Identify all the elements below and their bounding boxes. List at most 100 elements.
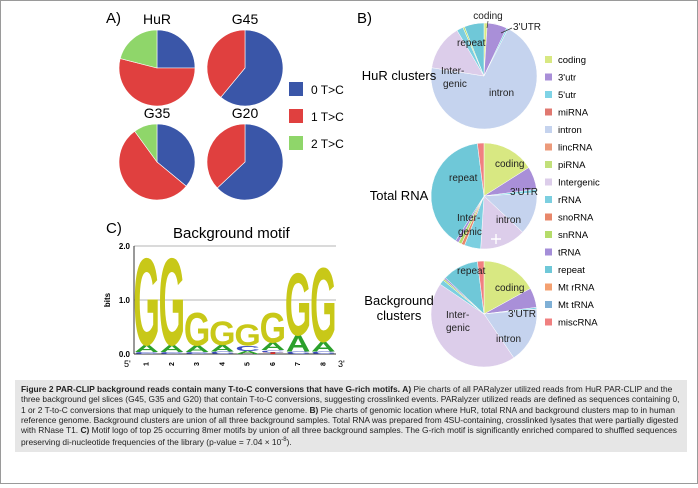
logo-letter-A: A: [160, 343, 185, 354]
position-label: 5: [245, 362, 252, 366]
slice-label: repeat: [457, 38, 486, 49]
legend-label: 1 T>C: [311, 110, 344, 124]
y-tick-label: 0.0: [119, 350, 131, 359]
logo-letter-A: A: [210, 344, 235, 354]
logo-letter-C: C: [311, 351, 336, 355]
legend-swatch: [545, 161, 552, 168]
legend-swatch: [545, 91, 552, 98]
legend-swatch: [545, 213, 552, 221]
caption-c-label: C): [80, 425, 90, 436]
three-prime-label: 3': [338, 359, 345, 369]
pie-slice-intron: [430, 28, 538, 130]
pie-slice-t1: [206, 29, 246, 98]
pie-slice-t1: [206, 123, 246, 189]
legend-label: intron: [558, 125, 582, 136]
pie-slice-t0: [156, 29, 196, 69]
slice-label: repeat: [457, 266, 486, 277]
leader-line: [500, 27, 513, 34]
motif-title: Background motif: [173, 225, 291, 242]
position-label: 6: [270, 362, 277, 366]
legend-label: snoRNA: [558, 213, 594, 224]
pie-slice-t0: [220, 29, 284, 107]
logo-letter-G: G: [285, 256, 311, 355]
legend-swatch: [289, 82, 303, 96]
legend-swatch: [545, 283, 552, 291]
legend-label: 3'utr: [558, 73, 576, 84]
legend-swatch: [545, 108, 552, 116]
tc-legend: 0 T>C 1 T>C 2 T>C: [289, 82, 344, 151]
caption-end: ).: [286, 437, 292, 448]
logo-letter-C: C: [286, 351, 311, 355]
pie-row-title: Total RNA: [370, 188, 429, 203]
caption-exponent: -8: [281, 437, 287, 444]
slice-label: coding: [473, 11, 502, 22]
logo-letter-C: C: [210, 351, 235, 355]
pie-row-title: clusters: [377, 308, 422, 323]
legend-label: lincRNA: [558, 143, 593, 154]
logo-letter-G: G: [159, 233, 185, 372]
position-label: 7: [295, 362, 302, 366]
slice-label: genic: [446, 323, 470, 334]
logo-letter-C: C: [235, 344, 260, 352]
leader-line: [486, 20, 489, 29]
pie-slice-repeat: [430, 143, 485, 242]
pie-slice-t2: [134, 123, 158, 163]
slice-label: genic: [458, 227, 482, 238]
caption-b-label: B): [309, 404, 319, 415]
legend-swatch: [289, 109, 303, 123]
panel-b-label: B): [357, 10, 372, 27]
caption-a-text: Pie charts of all PARalyzer utilized rea…: [21, 384, 680, 415]
slice-label: 3'UTR: [510, 187, 538, 198]
slice-label: coding: [495, 283, 524, 294]
logo-letter-G: G: [310, 246, 336, 365]
logo-letter-C: C: [185, 351, 210, 354]
legend-label: coding: [558, 55, 586, 66]
logo-letter-A: A: [261, 341, 286, 353]
logo-letter-T: T: [263, 352, 284, 355]
pie-slice-coding: [483, 142, 530, 197]
position-label: 2: [169, 362, 176, 366]
y-tick-label: 1.0: [119, 296, 131, 305]
caption-b-text: Pie charts of genomic location where HuR…: [21, 404, 679, 436]
legend-label: tRNA: [558, 248, 581, 259]
legend-swatch: [545, 231, 552, 238]
pie-slice-intergenic: [430, 283, 515, 368]
slice-label: coding: [495, 159, 524, 170]
logo-letter-G: G: [234, 318, 260, 352]
legend-label: Mt tRNA: [558, 300, 595, 311]
legend-label: 0 T>C: [311, 83, 344, 97]
pie-title: G45: [232, 11, 259, 27]
slice-label: genic: [443, 79, 467, 90]
genomic-location-pies: HuR clusters coding 3'UTR repeat Inter-genic…: [362, 11, 541, 368]
pie-row-title: HuR clusters: [362, 68, 437, 83]
legend-label: miRNA: [558, 108, 589, 119]
slice-label: intron: [496, 334, 521, 345]
tc-conversion-pies: HuR G45 G35 G20: [118, 11, 284, 201]
pie-slice-t1: [118, 58, 196, 107]
logo-letter-A: A: [235, 350, 260, 355]
slice-label: Inter-: [457, 213, 480, 224]
legend-label: repeat: [558, 265, 585, 276]
y-axis-label: bits: [103, 292, 112, 307]
legend-swatch: [545, 178, 552, 186]
caption-title: Figure 2 PAR-CLIP background reads conta…: [21, 384, 400, 394]
panel-a-label: A): [106, 10, 121, 27]
pie-slice-intron: [483, 308, 538, 359]
legend-swatch: [545, 196, 552, 203]
slice-label: repeat: [449, 173, 478, 184]
logo-letter-G: G: [133, 233, 159, 372]
legend-swatch: [545, 126, 552, 133]
legend-swatch: [545, 248, 552, 256]
legend-swatch: [545, 301, 552, 308]
pie-slice-t1: [118, 130, 187, 201]
logo-letter-G: G: [260, 305, 286, 352]
pie-slice-coding: [483, 260, 531, 315]
slice-label: 3'UTR: [508, 309, 536, 320]
y-tick-label: 2.0: [119, 242, 131, 251]
slice-label: intron: [496, 215, 521, 226]
legend-label: snRNA: [558, 230, 589, 241]
pie-slice-t0: [216, 123, 284, 201]
